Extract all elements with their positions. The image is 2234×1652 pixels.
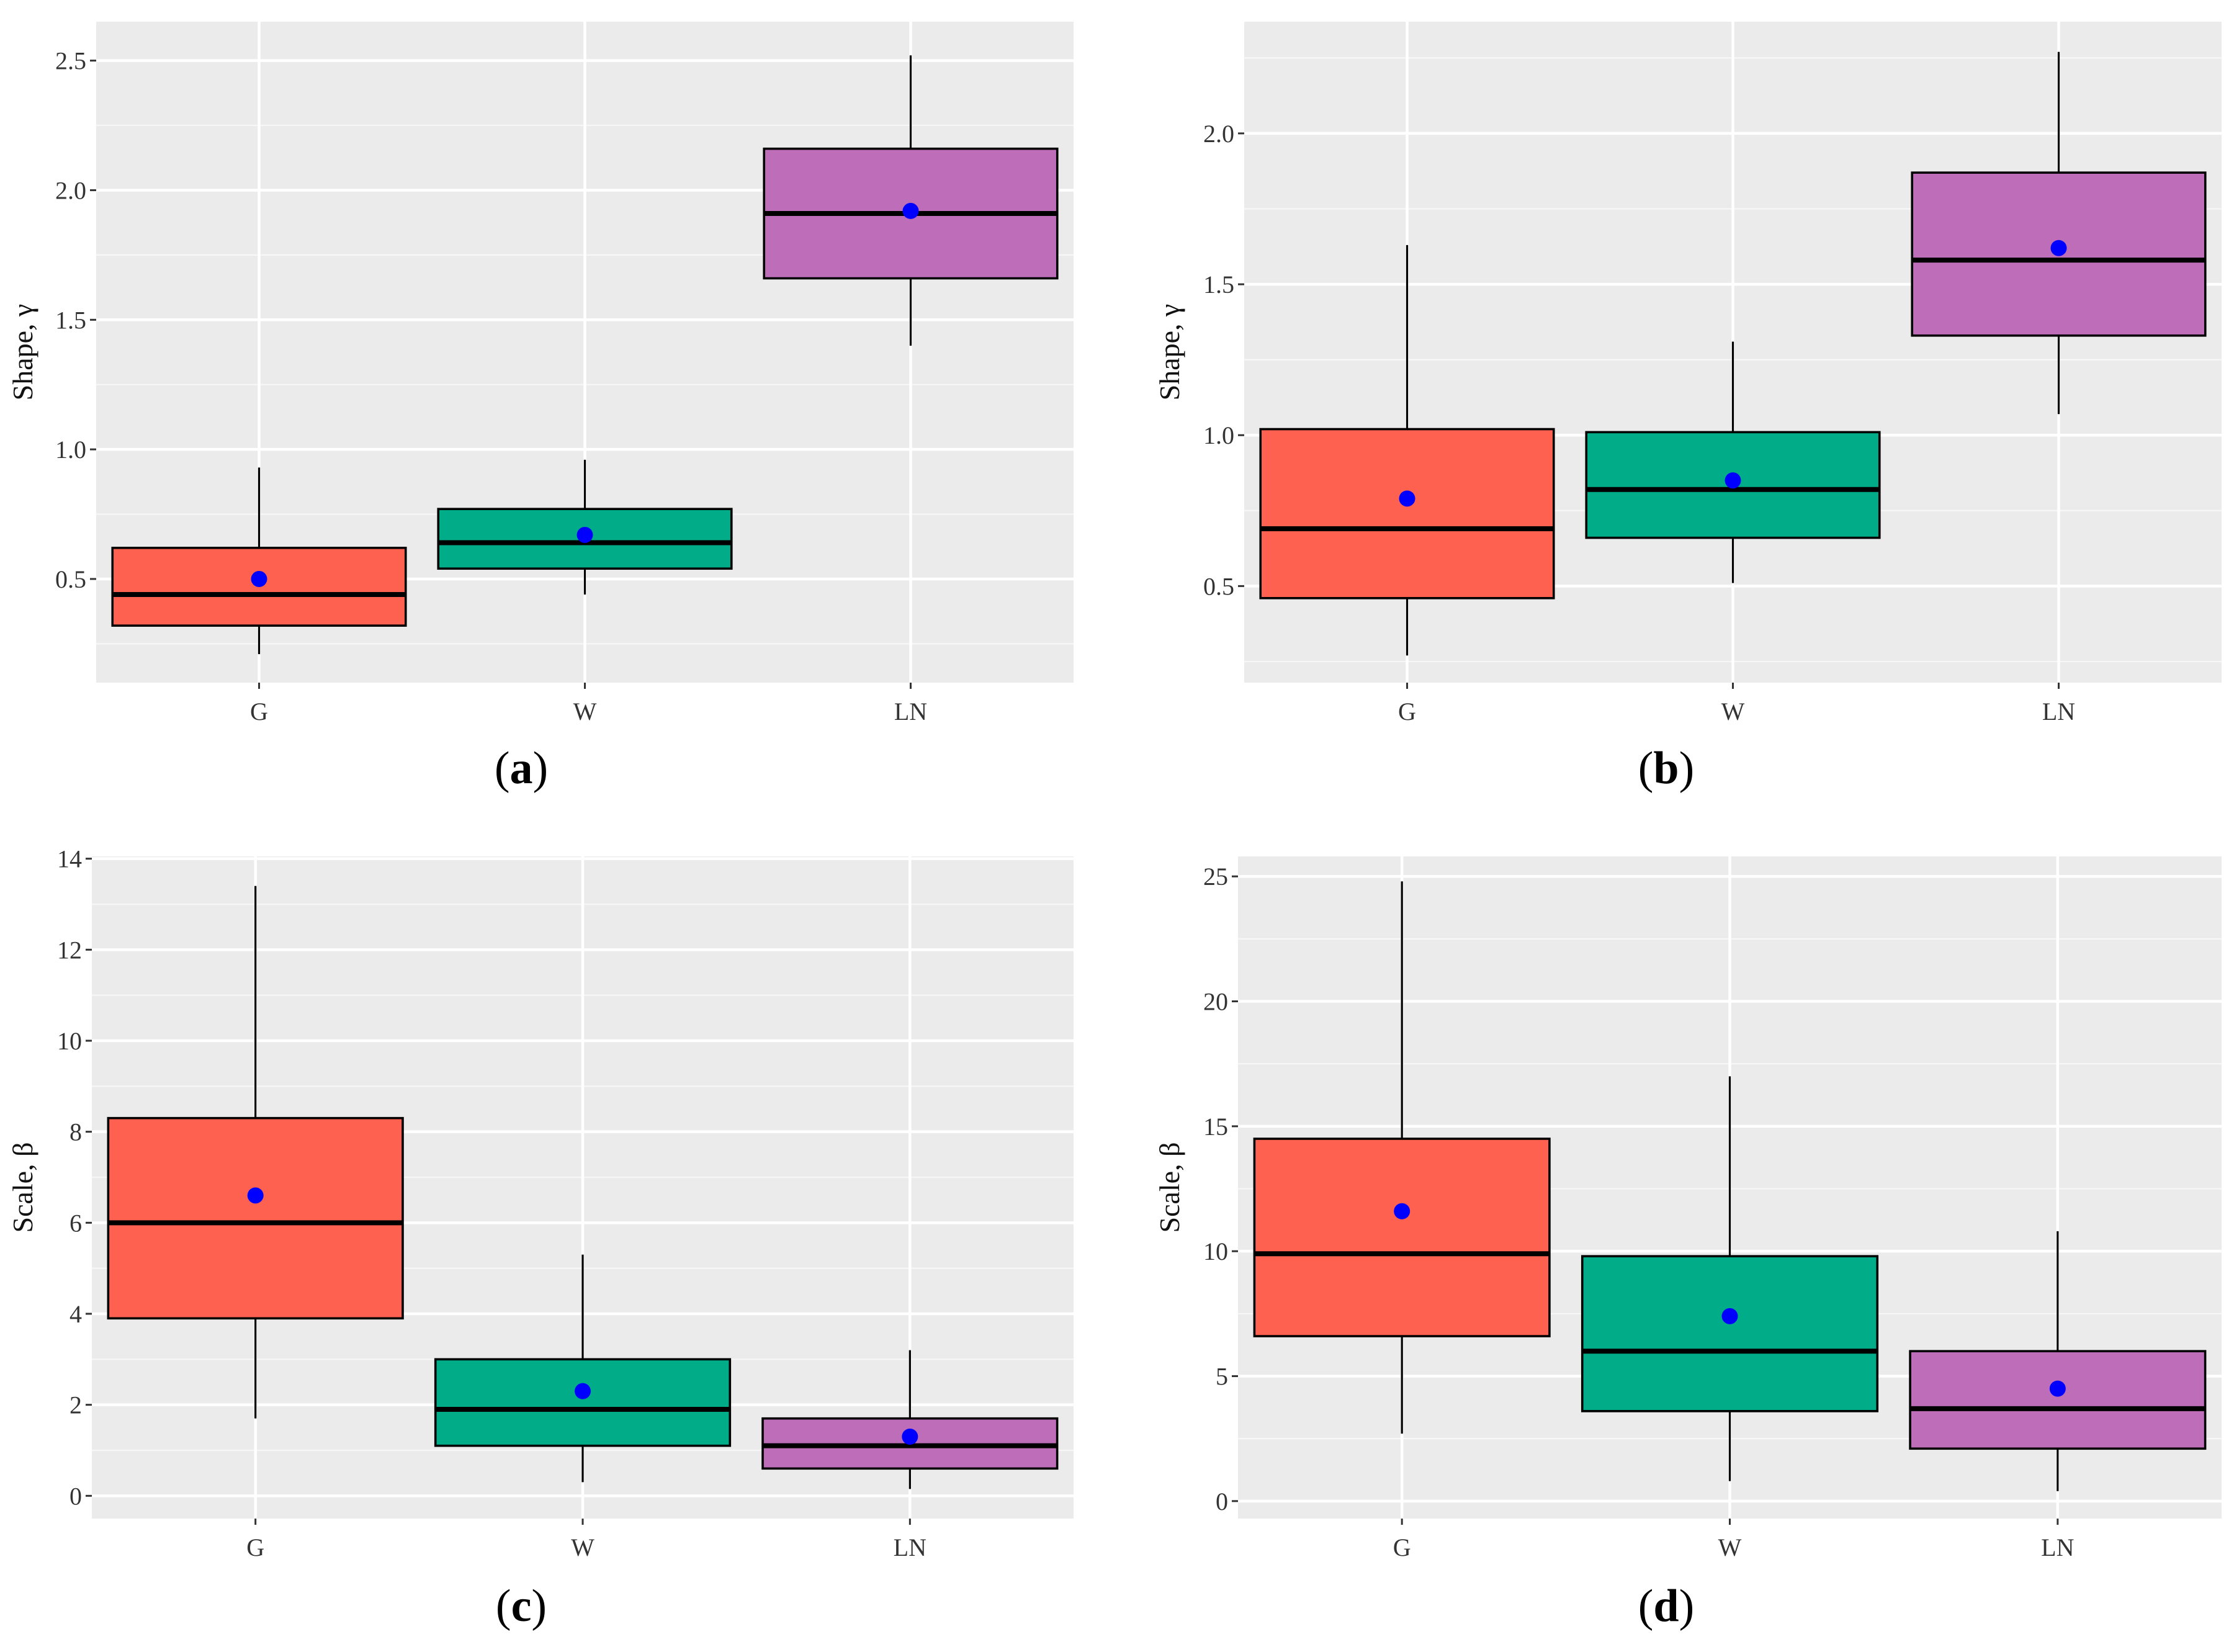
y-tick-label: 12 <box>57 936 82 964</box>
box-w <box>437 459 733 595</box>
iqr-box <box>107 1116 404 1320</box>
panel-a: 0.5 1.0 1.5 2.0 2.5 G W LN Shape, γ (a) <box>7 22 1074 794</box>
y-tick-label: 1.5 <box>55 306 86 334</box>
y-tick-label: 0 <box>70 1482 82 1510</box>
y-tick-label: 8 <box>70 1118 82 1146</box>
mean-point <box>2049 1380 2066 1397</box>
y-tick-label: 10 <box>57 1027 82 1055</box>
iqr-box <box>434 1358 732 1447</box>
y-tick-label: 0 <box>1216 1488 1228 1515</box>
y-axis-title: Shape, γ <box>1154 304 1185 401</box>
y-tick-label: 2.0 <box>1203 120 1234 148</box>
box-g <box>1253 881 1551 1434</box>
x-tick-label-w: W <box>571 1533 594 1561</box>
x-tick-label-w: W <box>1718 1533 1742 1561</box>
box-w <box>1581 1076 1879 1481</box>
caption-open-paren: ( <box>1638 743 1654 794</box>
x-tick-label-w: W <box>1721 698 1745 725</box>
y-tick-label: 20 <box>1203 988 1228 1016</box>
y-tick-label: 25 <box>1203 863 1228 891</box>
mean-point <box>1721 1308 1738 1324</box>
y-tick-label: 1.0 <box>55 436 86 464</box>
panel-caption: (a) <box>495 743 548 794</box>
panel-caption: (c) <box>496 1581 547 1632</box>
y-axis-title: Scale, β <box>7 1142 38 1232</box>
caption-letter: a <box>510 743 533 794</box>
iqr-box <box>1909 1350 2207 1450</box>
panel-c: 0 2 4 6 8 10 12 14 G W LN Scale, β (c) <box>7 845 1074 1632</box>
caption-letter: d <box>1653 1581 1679 1632</box>
y-axis-title: Shape, γ <box>7 304 38 401</box>
mean-point <box>1725 472 1741 489</box>
caption-close-paren: ) <box>533 743 549 794</box>
box-g <box>107 886 404 1419</box>
x-tick-label-w: W <box>573 698 597 725</box>
x-tick-label-g: G <box>250 698 268 725</box>
iqr-box <box>1585 431 1881 539</box>
y-tick-label: 5 <box>1216 1362 1228 1390</box>
iqr-box <box>1259 428 1555 599</box>
y-tick-label: 2.0 <box>55 176 86 204</box>
box-g <box>1259 245 1555 656</box>
box-ln <box>761 1350 1059 1489</box>
y-tick-label: 0.5 <box>55 565 86 593</box>
box-w <box>434 1254 732 1483</box>
y-axis-title: Scale, β <box>1154 1142 1185 1232</box>
x-tick-label-g: G <box>246 1533 264 1561</box>
y-tick-label: 4 <box>70 1300 82 1328</box>
mean-point <box>251 570 267 587</box>
mean-point <box>247 1187 264 1204</box>
caption-letter: b <box>1653 743 1679 794</box>
mean-point <box>1394 1203 1411 1219</box>
panel-caption: (d) <box>1638 1581 1694 1632</box>
y-tick-label: 0.5 <box>1203 572 1234 600</box>
y-tick-label: 15 <box>1203 1113 1228 1141</box>
y-tick-label: 14 <box>57 845 82 873</box>
y-tick-label: 6 <box>70 1209 82 1237</box>
caption-letter: c <box>511 1581 532 1632</box>
box-ln <box>763 55 1059 346</box>
x-tick-label-ln: LN <box>2042 698 2075 725</box>
mean-point <box>902 202 919 219</box>
caption-open-paren: ( <box>496 1581 511 1632</box>
x-tick-label-ln: LN <box>894 698 927 725</box>
caption-open-paren: ( <box>495 743 510 794</box>
box-ln <box>1909 1231 2207 1491</box>
mean-point <box>902 1429 918 1445</box>
mean-point <box>575 1383 591 1399</box>
mean-point <box>1399 490 1415 507</box>
iqr-box <box>1581 1255 1879 1412</box>
panel-b: 0.5 1.0 1.5 2.0 G W LN Shape, γ (b) <box>1154 22 2222 794</box>
caption-open-paren: ( <box>1638 1581 1654 1632</box>
caption-close-paren: ) <box>1679 743 1695 794</box>
mean-point <box>2050 240 2067 256</box>
y-tick-label: 1.5 <box>1203 271 1234 299</box>
caption-close-paren: ) <box>531 1581 547 1632</box>
mean-point <box>576 526 593 543</box>
x-tick-label-ln: LN <box>894 1533 926 1561</box>
x-tick-label-g: G <box>1398 698 1416 725</box>
y-tick-label: 2 <box>70 1391 82 1419</box>
y-tick-label: 2.5 <box>55 47 86 75</box>
iqr-box <box>1253 1138 1551 1337</box>
y-tick-label: 1.0 <box>1203 421 1234 449</box>
box-ln <box>1911 52 2207 415</box>
panel-caption: (b) <box>1638 743 1694 794</box>
caption-close-paren: ) <box>1679 1581 1695 1632</box>
y-tick-label: 10 <box>1203 1237 1228 1265</box>
box-g <box>111 467 407 655</box>
panel-d: 0 5 10 15 20 25 G W LN Scale, β (d) <box>1154 856 2222 1632</box>
box-w <box>1585 341 1881 583</box>
x-tick-label-ln: LN <box>2041 1533 2074 1561</box>
x-tick-label-g: G <box>1393 1533 1411 1561</box>
